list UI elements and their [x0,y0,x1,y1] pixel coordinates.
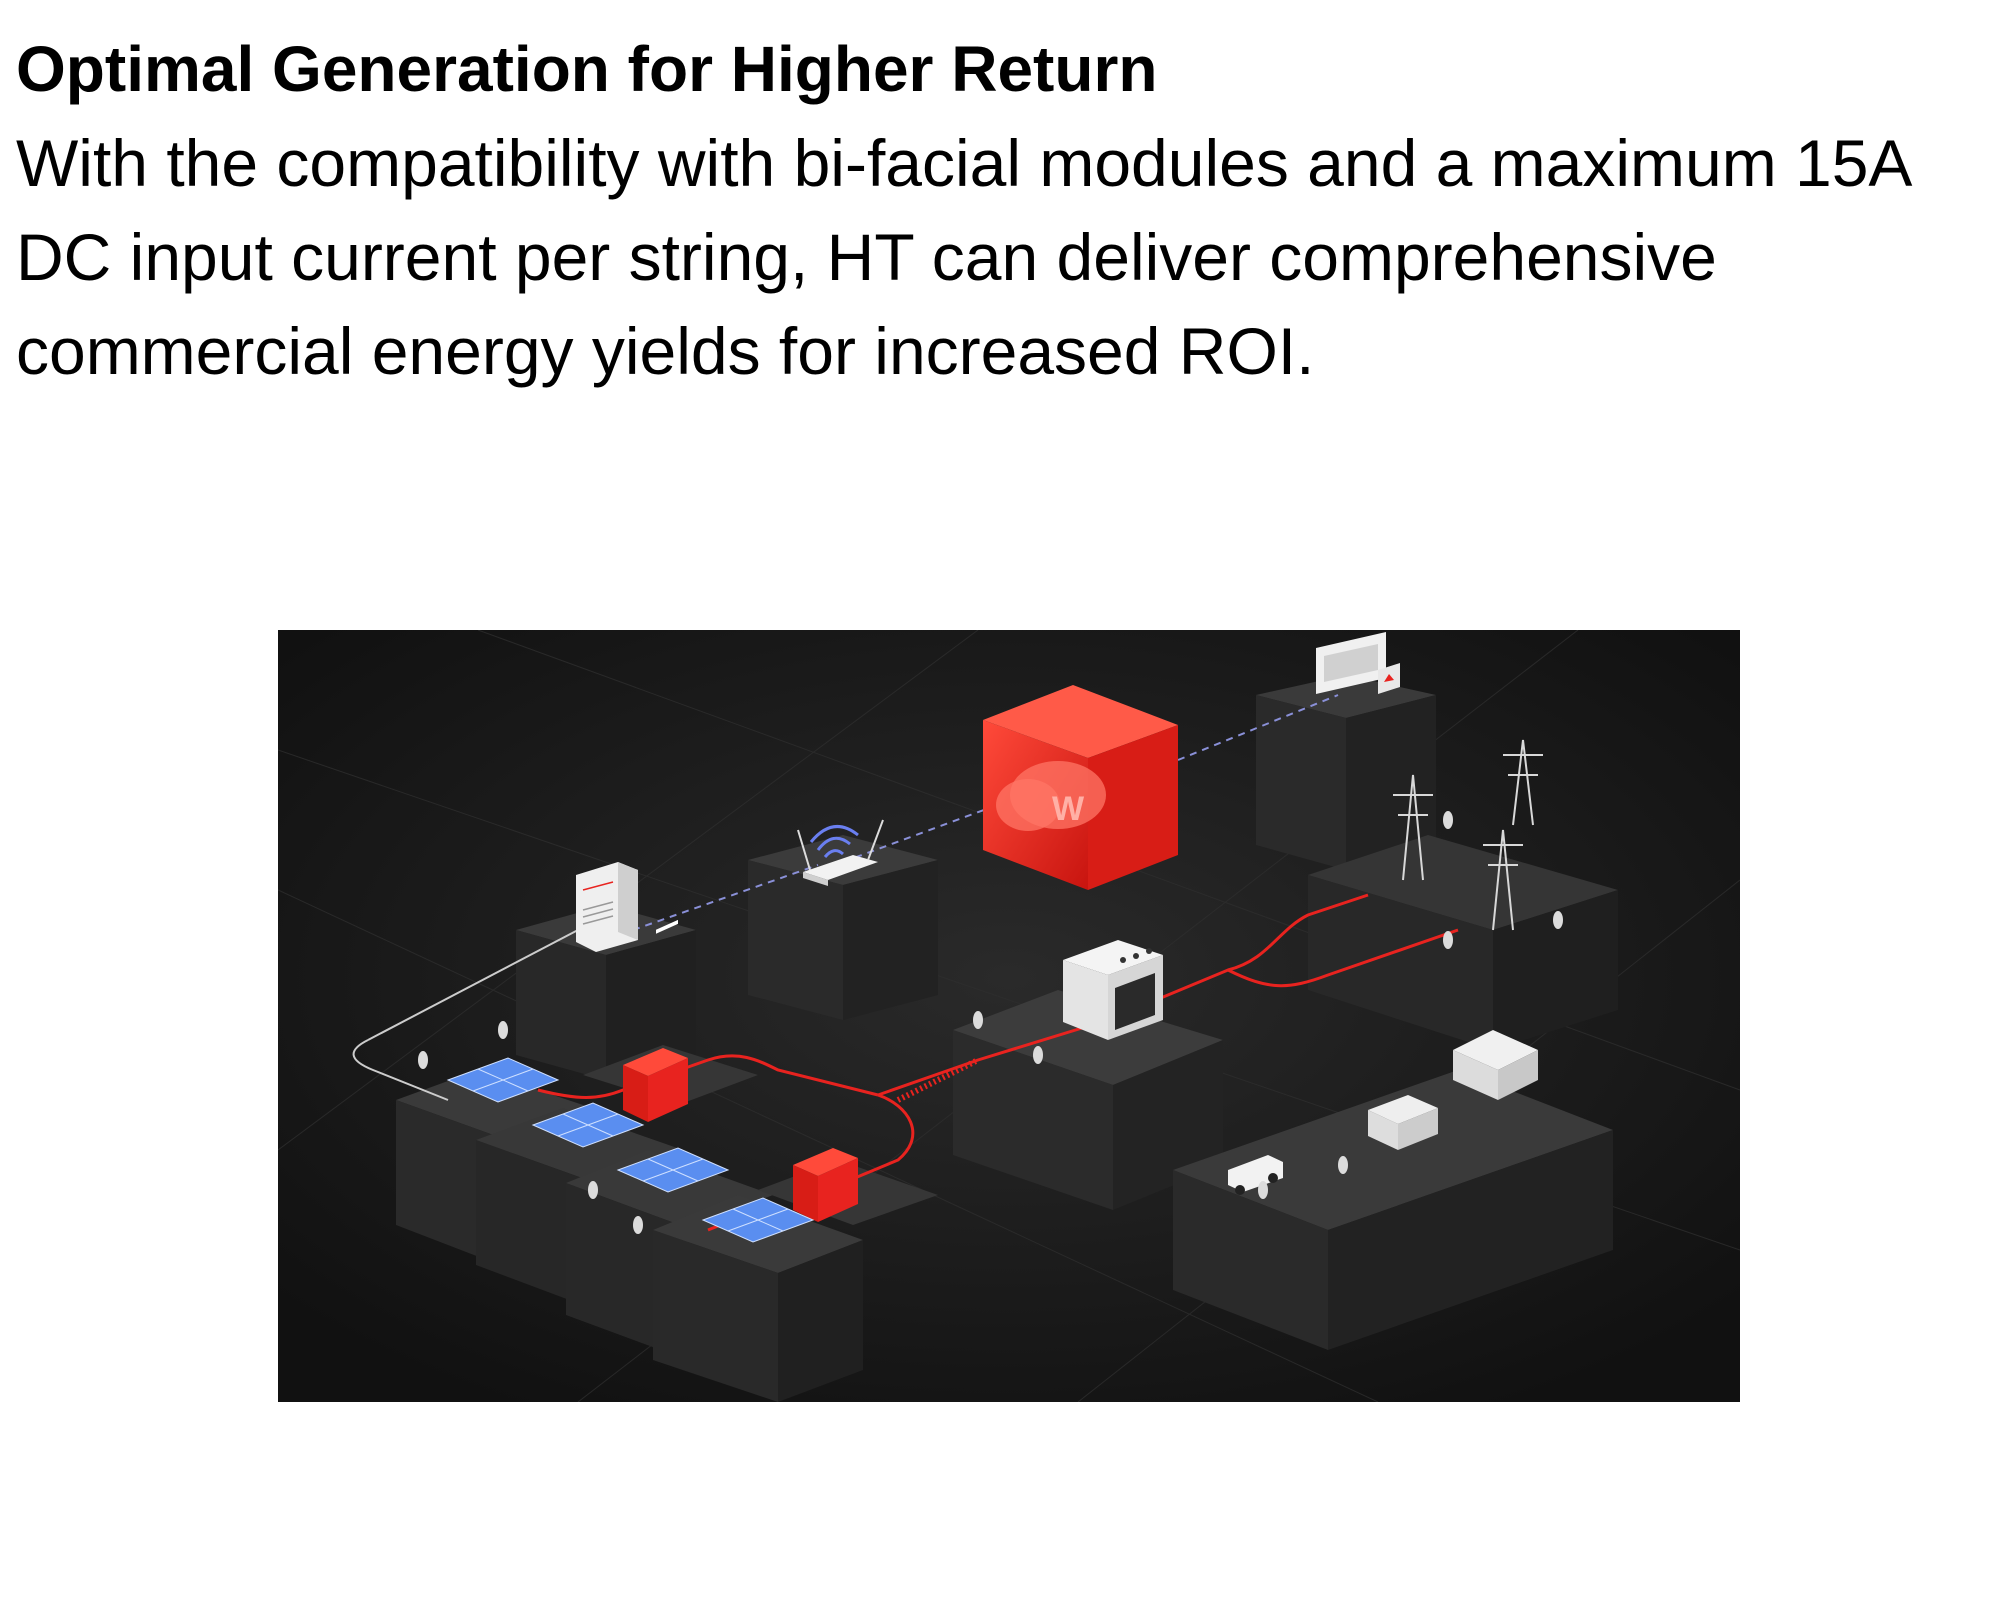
cloud-platform-cube: W [983,685,1178,890]
cloud-logo-text: W [1052,790,1085,828]
data-logger-device [576,862,638,952]
body-line-1: With the compatibility with bi-facial mo… [16,126,1913,200]
energy-system-illustration: W [278,630,1740,1402]
platform-blocks [396,675,1618,1402]
delivery-van [1228,1155,1283,1195]
monitoring-screen [1316,632,1400,694]
string-inverter-1 [623,919,688,1122]
decorative-trees [418,811,1563,1234]
wifi-router [797,819,884,886]
transmission-towers [1393,739,1543,931]
meter-cabinet [1063,940,1163,1040]
body-line-2: DC input current per string, HT can deli… [16,220,1717,294]
residential-houses [1368,1030,1538,1150]
page-title: Optimal Generation for Higher Return [16,33,1158,105]
solar-panel-array [446,1057,815,1243]
body-paragraph: With the compatibility with bi-facial mo… [16,116,2000,398]
string-inverter-2 [793,1148,858,1222]
body-line-3: commercial energy yields for increased R… [16,314,1315,388]
